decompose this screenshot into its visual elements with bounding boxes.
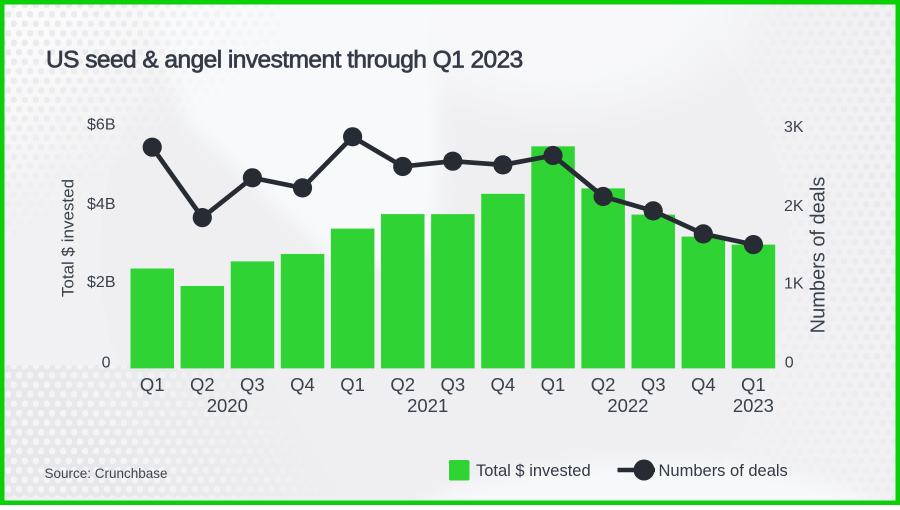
svg-text:Q4: Q4: [491, 374, 516, 395]
svg-text:$4B: $4B: [87, 196, 115, 213]
svg-text:0: 0: [102, 354, 111, 371]
svg-text:US seed & angel investment thr: US seed & angel investment through Q1 20…: [46, 47, 523, 74]
svg-text:Source: Crunchbase: Source: Crunchbase: [45, 466, 168, 481]
svg-text:Total $ invested: Total $ invested: [476, 462, 591, 480]
svg-text:Q2: Q2: [591, 374, 616, 395]
svg-text:Q3: Q3: [641, 374, 666, 395]
svg-text:Numbers of deals: Numbers of deals: [659, 462, 788, 480]
svg-text:Q2: Q2: [390, 374, 415, 395]
svg-text:Q1: Q1: [340, 374, 365, 395]
svg-text:Q1: Q1: [541, 374, 566, 395]
svg-text:$2B: $2B: [87, 274, 115, 291]
svg-text:$6B: $6B: [87, 117, 115, 134]
svg-text:1K: 1K: [784, 276, 804, 293]
svg-text:2022: 2022: [607, 395, 648, 416]
svg-text:0: 0: [785, 354, 794, 371]
svg-text:Q3: Q3: [240, 374, 265, 395]
svg-text:2020: 2020: [207, 395, 248, 416]
svg-text:2023: 2023: [733, 395, 774, 416]
svg-text:Q4: Q4: [290, 374, 315, 395]
svg-text:Q4: Q4: [691, 374, 716, 395]
svg-text:Numbers of deals: Numbers of deals: [808, 177, 830, 334]
svg-text:2021: 2021: [407, 395, 448, 416]
svg-text:Q3: Q3: [440, 374, 465, 395]
svg-text:Q1: Q1: [140, 374, 165, 395]
svg-text:3K: 3K: [784, 119, 804, 136]
svg-text:2K: 2K: [784, 198, 804, 215]
svg-text:Q2: Q2: [190, 374, 215, 395]
svg-text:Q1: Q1: [741, 374, 766, 395]
svg-text:Total $ invested: Total $ invested: [59, 179, 78, 297]
